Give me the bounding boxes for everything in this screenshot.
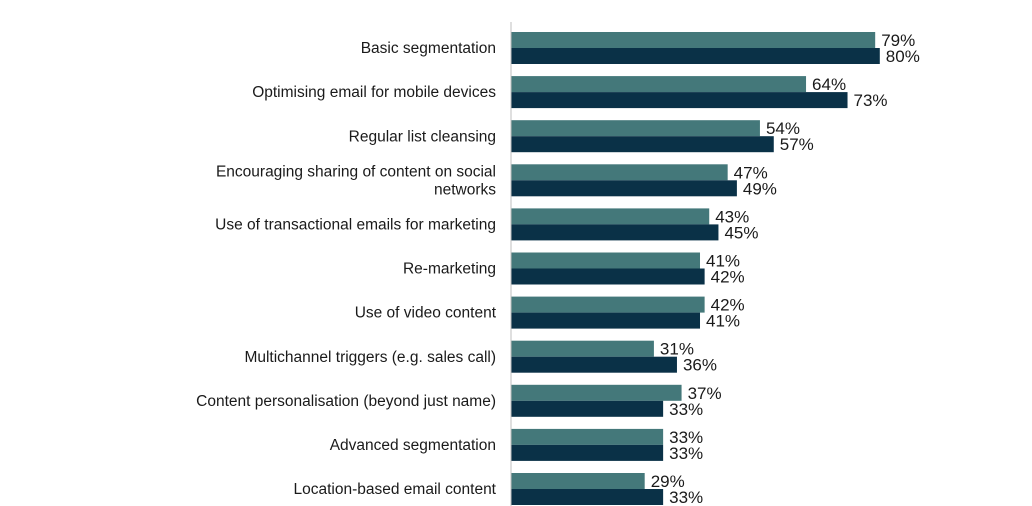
value-label-use-of-transactional-emails-for-marketing-series-1: 43% xyxy=(715,207,749,226)
value-label-advanced-segmentation-series-1: 33% xyxy=(669,428,703,447)
category-label-multichannel-triggers-e-g-sales-call: Multichannel triggers (e.g. sales call) xyxy=(244,349,496,366)
bar-regular-list-cleansing-series-2 xyxy=(511,136,774,153)
bar-use-of-transactional-emails-for-marketing-series-2 xyxy=(511,224,719,241)
value-label-regular-list-cleansing-series-2: 57% xyxy=(780,135,814,154)
value-label-encouraging-sharing-of-content-on-social-networks-series-2: 49% xyxy=(743,179,777,198)
bar-use-of-video-content-series-2 xyxy=(511,312,701,329)
value-label-regular-list-cleansing-series-1: 54% xyxy=(766,119,800,138)
value-label-optimising-email-for-mobile-devices-series-2: 73% xyxy=(854,91,888,110)
value-label-re-marketing-series-1: 41% xyxy=(706,252,740,271)
category-label-line: Optimising email for mobile devices xyxy=(252,84,496,101)
category-label-line: Use of video content xyxy=(355,305,497,322)
value-label-multichannel-triggers-e-g-sales-call-series-1: 31% xyxy=(660,340,694,359)
bar-location-based-email-content-series-1 xyxy=(511,473,645,489)
bar-re-marketing-series-1 xyxy=(511,252,701,269)
bar-encouraging-sharing-of-content-on-social-networks-series-2 xyxy=(511,180,737,197)
value-label-content-personalisation-beyond-just-name-series-2: 33% xyxy=(669,400,703,419)
category-label-optimising-email-for-mobile-devices: Optimising email for mobile devices xyxy=(252,84,496,101)
category-label-use-of-transactional-emails-for-marketing: Use of transactional emails for marketin… xyxy=(215,216,496,233)
bar-use-of-transactional-emails-for-marketing-series-1 xyxy=(511,208,710,225)
category-label-location-based-email-content: Location-based email content xyxy=(294,481,497,498)
value-label-content-personalisation-beyond-just-name-series-1: 37% xyxy=(688,384,722,403)
category-label-line: Multichannel triggers (e.g. sales call) xyxy=(244,349,496,366)
bar-re-marketing-series-2 xyxy=(511,268,705,285)
category-label-line: Content personalisation (beyond just nam… xyxy=(196,393,496,410)
category-label-content-personalisation-beyond-just-name: Content personalisation (beyond just nam… xyxy=(196,393,496,410)
category-label-line: Regular list cleansing xyxy=(349,128,496,145)
category-label-encouraging-sharing-of-content-on-social-networks: Encouraging sharing of content on social… xyxy=(216,163,496,198)
category-label-re-marketing: Re-marketing xyxy=(403,261,496,278)
bar-basic-segmentation-series-1 xyxy=(511,32,876,48)
bar-multichannel-triggers-e-g-sales-call-series-2 xyxy=(511,356,677,373)
value-label-use-of-video-content-series-2: 41% xyxy=(706,312,740,331)
category-label-line: Advanced segmentation xyxy=(330,437,496,454)
bar-advanced-segmentation-series-1 xyxy=(511,428,664,445)
value-label-location-based-email-content-series-1: 29% xyxy=(651,472,685,491)
value-label-use-of-transactional-emails-for-marketing-series-2: 45% xyxy=(724,223,758,242)
category-label-line: networks xyxy=(434,181,496,198)
value-label-re-marketing-series-2: 42% xyxy=(711,268,745,287)
category-label-line: Use of transactional emails for marketin… xyxy=(215,216,496,233)
bar-optimising-email-for-mobile-devices-series-1 xyxy=(511,76,807,93)
value-label-advanced-segmentation-series-2: 33% xyxy=(669,444,703,463)
value-labels: 79%80%64%73%54%57%47%49%43%45%41%42%42%4… xyxy=(651,31,920,506)
value-label-location-based-email-content-series-2: 33% xyxy=(669,488,703,506)
bar-optimising-email-for-mobile-devices-series-2 xyxy=(511,92,848,109)
bar-multichannel-triggers-e-g-sales-call-series-1 xyxy=(511,340,654,357)
value-label-use-of-video-content-series-1: 42% xyxy=(711,296,745,315)
bar-advanced-segmentation-series-2 xyxy=(511,444,664,461)
value-label-basic-segmentation-series-2: 80% xyxy=(886,47,920,66)
value-label-encouraging-sharing-of-content-on-social-networks-series-1: 47% xyxy=(734,163,768,182)
value-label-basic-segmentation-series-1: 79% xyxy=(881,31,915,50)
bar-location-based-email-content-series-2 xyxy=(511,489,664,505)
bar-content-personalisation-beyond-just-name-series-1 xyxy=(511,384,682,401)
bar-use-of-video-content-series-1 xyxy=(511,296,705,313)
bar-encouraging-sharing-of-content-on-social-networks-series-1 xyxy=(511,164,728,181)
bar-content-personalisation-beyond-just-name-series-2 xyxy=(511,400,664,417)
category-labels: Basic segmentation Optimising email for m… xyxy=(196,40,497,498)
value-label-multichannel-triggers-e-g-sales-call-series-2: 36% xyxy=(683,356,717,375)
value-label-optimising-email-for-mobile-devices-series-1: 64% xyxy=(812,75,846,94)
category-label-basic-segmentation: Basic segmentation xyxy=(361,40,496,57)
category-label-line: Re-marketing xyxy=(403,261,496,278)
category-label-regular-list-cleansing: Regular list cleansing xyxy=(349,128,496,145)
bar-regular-list-cleansing-series-1 xyxy=(511,120,760,137)
category-label-use-of-video-content: Use of video content xyxy=(355,305,497,322)
bars-group xyxy=(511,32,880,505)
category-label-line: Encouraging sharing of content on social xyxy=(216,163,496,180)
category-label-line: Location-based email content xyxy=(294,481,497,498)
category-label-advanced-segmentation: Advanced segmentation xyxy=(330,437,496,454)
bar-basic-segmentation-series-2 xyxy=(511,48,880,64)
category-label-line: Basic segmentation xyxy=(361,40,496,57)
